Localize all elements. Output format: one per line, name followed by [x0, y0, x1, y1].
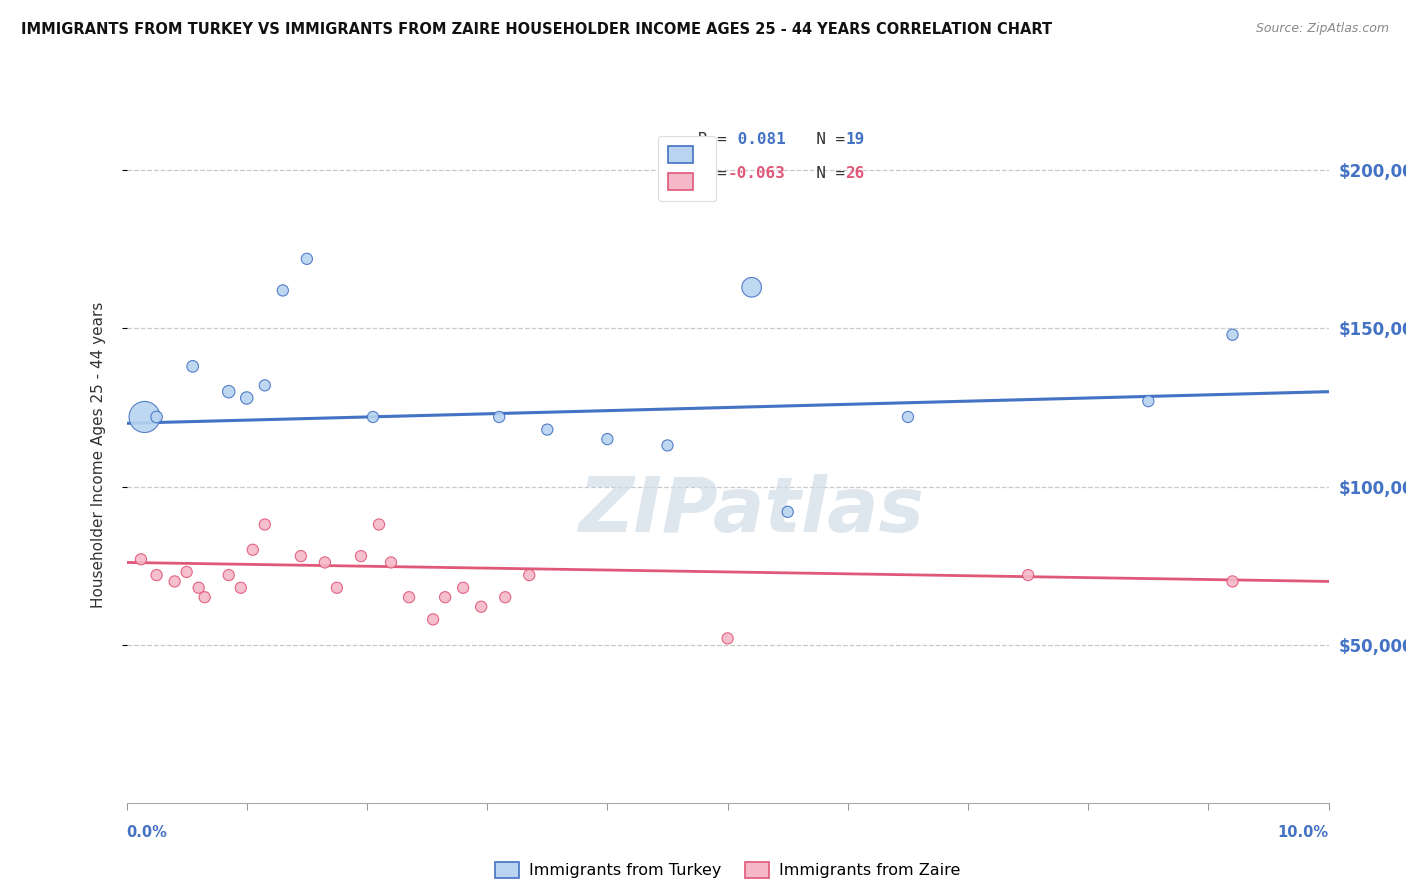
- Text: 0.081: 0.081: [728, 132, 786, 147]
- Legend: Immigrants from Turkey, Immigrants from Zaire: Immigrants from Turkey, Immigrants from …: [495, 862, 960, 879]
- Point: [494, 591, 516, 605]
- Point: [1222, 574, 1244, 589]
- Point: [1222, 327, 1244, 342]
- Point: [253, 378, 276, 392]
- Point: [218, 568, 240, 582]
- Text: ZIPatlas: ZIPatlas: [579, 474, 925, 548]
- Point: [229, 581, 252, 595]
- Point: [596, 432, 619, 446]
- Point: [129, 552, 152, 566]
- Text: 19: 19: [845, 132, 865, 147]
- Point: [361, 409, 384, 424]
- Point: [1017, 568, 1039, 582]
- Point: [326, 581, 349, 595]
- Point: [271, 284, 294, 298]
- Point: [235, 391, 259, 405]
- Point: [242, 542, 264, 557]
- Point: [163, 574, 186, 589]
- Point: [657, 438, 679, 452]
- Y-axis label: Householder Income Ages 25 - 44 years: Householder Income Ages 25 - 44 years: [91, 301, 105, 608]
- Point: [434, 591, 457, 605]
- Text: R =: R =: [697, 132, 737, 147]
- Text: IMMIGRANTS FROM TURKEY VS IMMIGRANTS FROM ZAIRE HOUSEHOLDER INCOME AGES 25 - 44 : IMMIGRANTS FROM TURKEY VS IMMIGRANTS FRO…: [21, 22, 1052, 37]
- Point: [181, 359, 204, 374]
- Text: Source: ZipAtlas.com: Source: ZipAtlas.com: [1256, 22, 1389, 36]
- Point: [776, 505, 799, 519]
- Point: [897, 409, 920, 424]
- Point: [398, 591, 420, 605]
- Text: -0.063: -0.063: [728, 166, 786, 181]
- Point: [218, 384, 240, 399]
- Point: [295, 252, 318, 266]
- Point: [451, 581, 474, 595]
- Point: [145, 568, 167, 582]
- Point: [176, 565, 198, 579]
- Point: [350, 549, 373, 563]
- Point: [488, 409, 510, 424]
- Text: 26: 26: [845, 166, 865, 181]
- Text: R =: R =: [697, 166, 737, 181]
- Text: N =: N =: [797, 132, 855, 147]
- Point: [145, 409, 167, 424]
- Point: [380, 556, 402, 570]
- Point: [1137, 394, 1160, 409]
- Point: [517, 568, 540, 582]
- Point: [134, 409, 156, 424]
- Text: N =: N =: [797, 166, 855, 181]
- Point: [368, 517, 391, 532]
- Point: [253, 517, 276, 532]
- Text: 0.0%: 0.0%: [127, 825, 167, 840]
- Point: [716, 632, 740, 646]
- Point: [187, 581, 209, 595]
- Text: 10.0%: 10.0%: [1278, 825, 1329, 840]
- Point: [741, 280, 763, 294]
- Point: [422, 612, 444, 626]
- Point: [536, 423, 558, 437]
- Point: [314, 556, 336, 570]
- Point: [290, 549, 312, 563]
- Point: [194, 591, 217, 605]
- Point: [470, 599, 492, 614]
